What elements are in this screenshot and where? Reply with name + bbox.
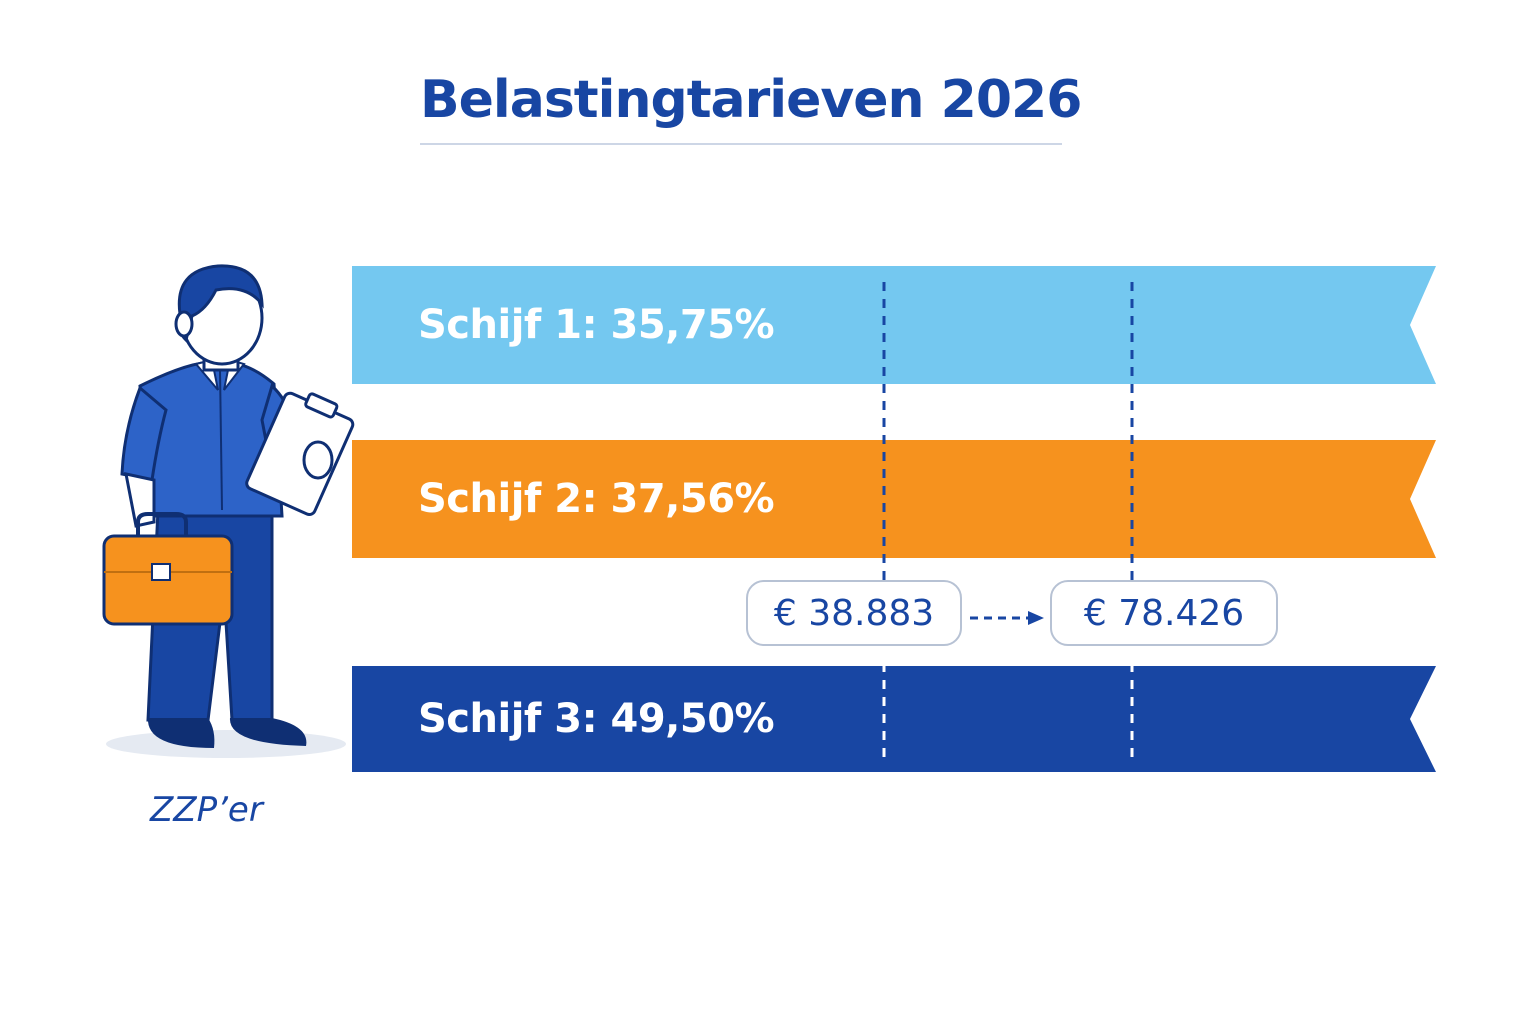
- threshold-pill-2: € 78.426: [1050, 580, 1278, 646]
- bracket-band-2: Schijf 2: 37,56%: [352, 440, 1436, 558]
- threshold-pill-1: € 38.883: [746, 580, 962, 646]
- bracket-band-3: Schijf 3: 49,50%: [352, 666, 1436, 772]
- bracket-label-3: Schijf 3: 49,50%: [418, 696, 775, 742]
- page-title: Belastingtarieven 2026: [420, 70, 1082, 130]
- bracket-band-1: Schijf 1: 35,75%: [352, 266, 1436, 384]
- dashed-arrow-right-icon: [970, 611, 1044, 625]
- person-label: ZZP’er: [150, 790, 263, 830]
- freelancer-with-briefcase-and-clipboard-icon: [102, 264, 355, 758]
- bracket-label-2: Schijf 2: 37,56%: [418, 476, 775, 522]
- title-underline: [420, 143, 1062, 145]
- bracket-label-1: Schijf 1: 35,75%: [418, 302, 775, 348]
